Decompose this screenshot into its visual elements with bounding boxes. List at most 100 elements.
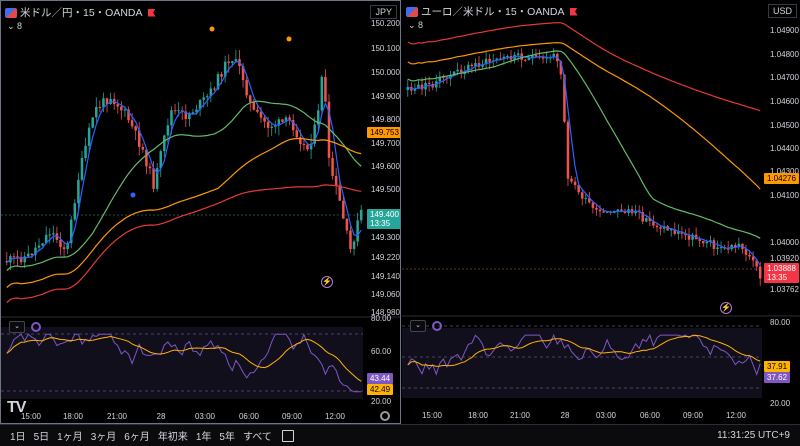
candle-body xyxy=(698,239,701,242)
ma-blue-line xyxy=(6,60,362,263)
candle-body xyxy=(198,99,202,110)
candle-body xyxy=(748,254,751,257)
candle-body xyxy=(573,181,577,186)
rsi-indicator-icon[interactable] xyxy=(31,322,41,332)
range-button-2[interactable]: 1ヶ月 xyxy=(57,432,83,443)
range-button-4[interactable]: 6ヶ月 xyxy=(124,432,150,443)
time-axis-label: 03:00 xyxy=(195,412,216,421)
candle-body xyxy=(284,117,288,122)
candle-body xyxy=(130,120,134,127)
candle-body xyxy=(602,211,605,213)
range-button-8[interactable]: すべて xyxy=(242,432,272,443)
candle-body xyxy=(55,233,59,240)
range-button-6[interactable]: 1年 xyxy=(195,432,212,443)
candle-body xyxy=(191,112,195,114)
range-button-0[interactable]: 1日 xyxy=(10,432,26,443)
candle-body xyxy=(30,253,34,256)
candle-body xyxy=(456,69,459,72)
range-button-7[interactable]: 5年 xyxy=(219,432,235,443)
candle-body xyxy=(595,207,598,210)
alert-icon[interactable]: ⚡ xyxy=(720,302,732,314)
price-axis-label: 1.04900 xyxy=(770,26,799,35)
candle-body xyxy=(309,143,313,150)
candle-body xyxy=(295,130,299,138)
candle-body xyxy=(452,71,456,76)
candle-body xyxy=(506,55,509,57)
candle-body xyxy=(12,256,16,258)
candle-body xyxy=(184,111,188,120)
eurusd-chart-canvas[interactable]: 1.04900 1.04800 1.04700 1.04600 1.04500 1.044… xyxy=(402,0,800,424)
candle-body xyxy=(80,157,84,180)
candle-body xyxy=(677,231,680,234)
ma-orange-line xyxy=(407,42,761,190)
candle-body xyxy=(516,53,520,55)
price-axis-label: 1.03920 xyxy=(770,254,799,263)
candle-body xyxy=(459,69,463,74)
candle-body xyxy=(77,179,80,204)
candle-body xyxy=(734,244,737,248)
usdjpy-chart-canvas[interactable]: 150.200 150.100 150.000 149.900 149.800 149.7… xyxy=(1,1,401,424)
current-price-tag: 149.400 13:35 xyxy=(367,209,400,229)
price-axis-label: 150.200 xyxy=(371,19,400,28)
candle-body xyxy=(758,266,762,279)
candle-body xyxy=(105,98,109,105)
candle-body xyxy=(41,243,44,246)
candle-body xyxy=(299,137,302,144)
candle-body xyxy=(245,80,248,96)
candle-body xyxy=(342,200,345,219)
candle-body xyxy=(274,125,277,127)
candle-body xyxy=(534,55,538,57)
rsi-indicator-icon[interactable] xyxy=(432,321,442,331)
candle-body xyxy=(331,157,334,176)
clock[interactable]: 11:31:25 UTC+9 xyxy=(717,430,790,441)
candle-body xyxy=(655,225,659,228)
candle-body xyxy=(288,117,291,121)
indicator-collapse-button[interactable]: ⌄ xyxy=(410,320,426,332)
alert-icon[interactable]: ⚡ xyxy=(321,276,333,288)
price-axis-label: 149.220 xyxy=(371,253,400,262)
signal-marker xyxy=(130,192,136,198)
range-button-5[interactable]: 年初来 xyxy=(157,432,188,443)
candle-body xyxy=(216,74,220,90)
time-axis-label: 21:00 xyxy=(510,411,531,420)
candle-body xyxy=(684,233,687,236)
price-axis-label: 150.100 xyxy=(371,44,400,53)
symbol-title[interactable]: ユーロ／米ドル・15・OANDA xyxy=(406,4,578,19)
time-axis-label: 18:00 xyxy=(468,411,489,420)
candle-body xyxy=(570,178,573,182)
candle-body xyxy=(620,209,623,212)
time-axis-label: 15:00 xyxy=(422,411,443,420)
settings-gear-icon[interactable] xyxy=(380,411,390,421)
usd-jpy-flag-icon xyxy=(5,7,17,18)
usdjpy-chart-pane[interactable]: 米ドル／円・15・OANDA ⌄ 8 JPY 150.200 150.100 150… xyxy=(0,0,401,424)
range-button-1[interactable]: 5日 xyxy=(33,432,50,443)
candle-body xyxy=(527,57,531,61)
price-axis-label: 1.04600 xyxy=(770,97,799,106)
candle-body xyxy=(137,130,141,147)
calendar-icon[interactable] xyxy=(281,429,294,442)
candle-body xyxy=(34,247,37,256)
candle-body xyxy=(334,175,338,186)
candle-body xyxy=(195,109,198,113)
indicator-collapse-toggle[interactable]: ⌄ 8 xyxy=(7,21,23,31)
indicator-collapse-button[interactable]: ⌄ xyxy=(9,321,25,333)
ma-orange-line xyxy=(6,137,362,288)
candle-body xyxy=(213,88,216,90)
currency-selector[interactable]: USD xyxy=(767,4,797,18)
rsi-ma-value-tag: 37.91 xyxy=(764,361,791,372)
indicator-collapse-toggle[interactable]: ⌄ 8 xyxy=(408,20,424,30)
candle-body xyxy=(120,106,123,111)
price-axis-label: 1.04500 xyxy=(770,121,799,130)
symbol-title[interactable]: 米ドル／円・15・OANDA xyxy=(5,5,156,20)
candle-body xyxy=(302,143,306,145)
range-button-3[interactable]: 3ヶ月 xyxy=(90,432,117,443)
bar-countdown: 13:35 xyxy=(767,273,788,282)
candle-body xyxy=(470,64,474,67)
candle-body xyxy=(438,76,442,82)
eurusd-chart-pane[interactable]: ユーロ／米ドル・15・OANDA ⌄ 8 USD 1.04900 1.04800 1… xyxy=(402,0,800,424)
time-axis-label: 06:00 xyxy=(640,411,661,420)
currency-selector[interactable]: JPY xyxy=(370,5,397,19)
candle-body xyxy=(584,198,588,200)
candle-body xyxy=(263,117,266,122)
candle-body xyxy=(356,220,359,242)
